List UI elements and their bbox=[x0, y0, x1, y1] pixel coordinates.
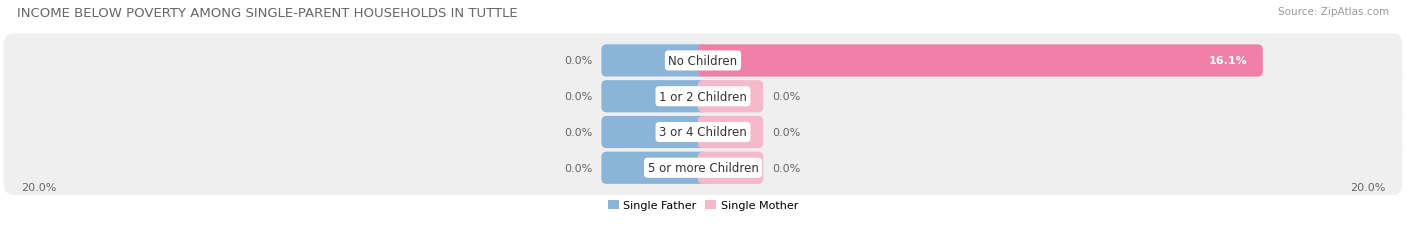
FancyBboxPatch shape bbox=[697, 116, 763, 149]
FancyBboxPatch shape bbox=[602, 116, 709, 149]
FancyBboxPatch shape bbox=[4, 70, 1402, 124]
Text: 0.0%: 0.0% bbox=[565, 163, 593, 173]
Text: 0.0%: 0.0% bbox=[772, 128, 800, 137]
FancyBboxPatch shape bbox=[602, 152, 709, 184]
FancyBboxPatch shape bbox=[697, 152, 763, 184]
Text: 16.1%: 16.1% bbox=[1209, 56, 1247, 66]
Text: 0.0%: 0.0% bbox=[772, 163, 800, 173]
FancyBboxPatch shape bbox=[697, 81, 763, 113]
Text: INCOME BELOW POVERTY AMONG SINGLE-PARENT HOUSEHOLDS IN TUTTLE: INCOME BELOW POVERTY AMONG SINGLE-PARENT… bbox=[17, 7, 517, 20]
FancyBboxPatch shape bbox=[602, 81, 709, 113]
Text: 1 or 2 Children: 1 or 2 Children bbox=[659, 90, 747, 103]
Text: Source: ZipAtlas.com: Source: ZipAtlas.com bbox=[1278, 7, 1389, 17]
Text: 5 or more Children: 5 or more Children bbox=[648, 161, 758, 174]
Text: 0.0%: 0.0% bbox=[565, 56, 593, 66]
Text: 0.0%: 0.0% bbox=[772, 92, 800, 102]
FancyBboxPatch shape bbox=[4, 141, 1402, 195]
Text: 0.0%: 0.0% bbox=[565, 92, 593, 102]
FancyBboxPatch shape bbox=[4, 105, 1402, 159]
Text: 0.0%: 0.0% bbox=[565, 128, 593, 137]
FancyBboxPatch shape bbox=[4, 34, 1402, 88]
FancyBboxPatch shape bbox=[602, 45, 709, 77]
Text: 3 or 4 Children: 3 or 4 Children bbox=[659, 126, 747, 139]
FancyBboxPatch shape bbox=[697, 45, 1263, 77]
Text: 20.0%: 20.0% bbox=[21, 183, 56, 193]
Text: No Children: No Children bbox=[668, 55, 738, 68]
Legend: Single Father, Single Mother: Single Father, Single Mother bbox=[607, 200, 799, 210]
Text: 20.0%: 20.0% bbox=[1350, 183, 1385, 193]
